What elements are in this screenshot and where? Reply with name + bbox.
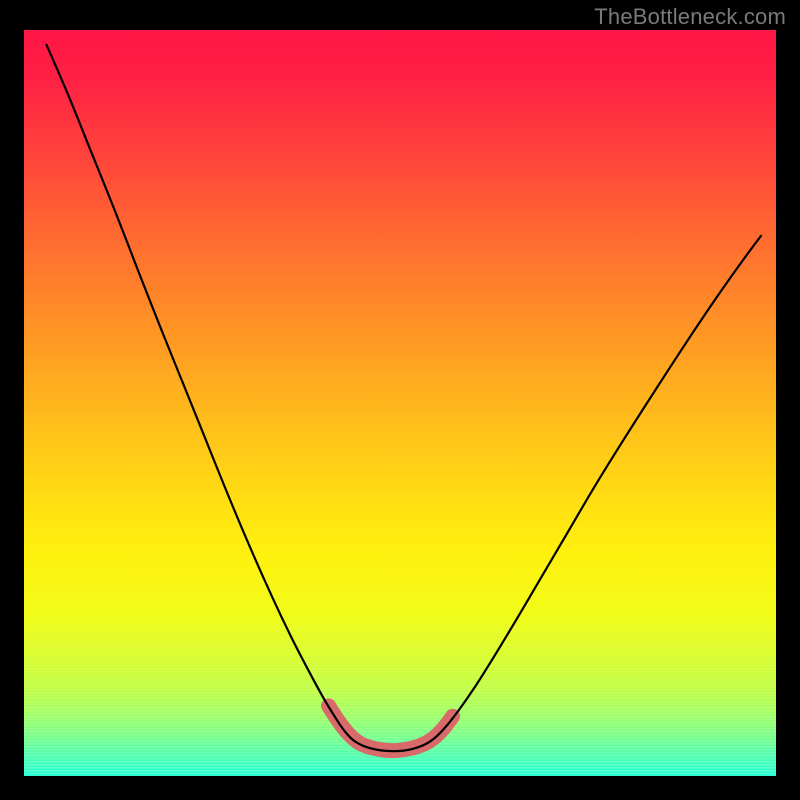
watermark-label: TheBottleneck.com [594, 4, 786, 30]
chart-frame: TheBottleneck.com [0, 0, 800, 800]
gradient-background [24, 30, 776, 776]
bottleneck-curve-chart [0, 0, 800, 800]
